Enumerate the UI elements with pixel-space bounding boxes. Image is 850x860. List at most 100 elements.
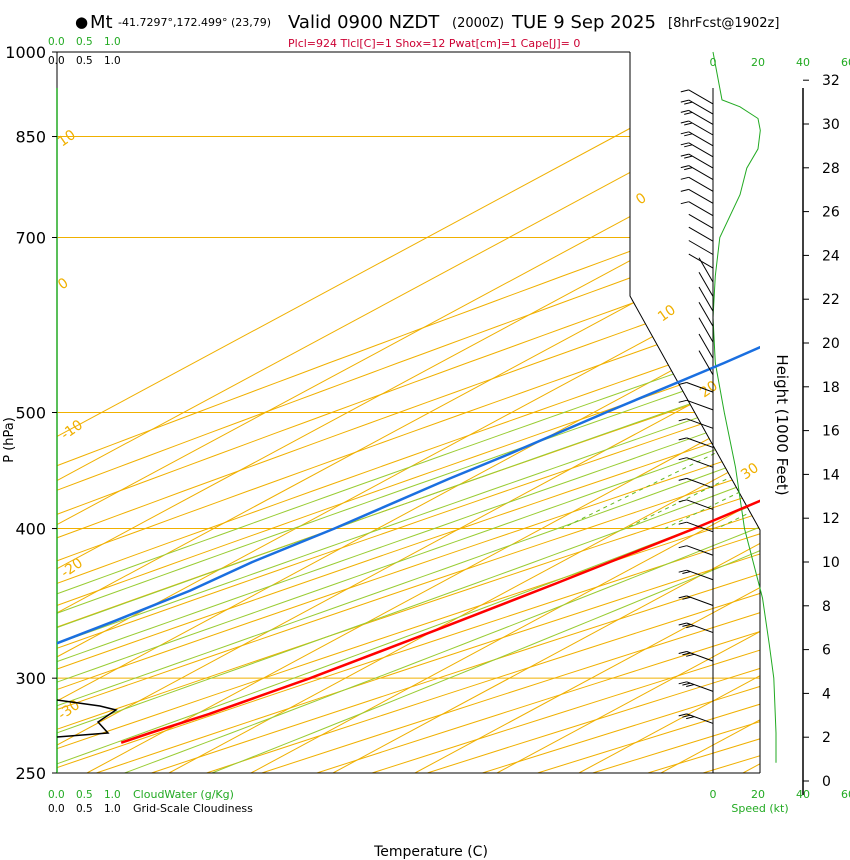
wind-barb xyxy=(698,271,714,297)
speed-axis-title: Speed (kt) xyxy=(731,802,788,815)
y-axis-title: P (hPa) xyxy=(2,417,17,463)
wind-barb-flag xyxy=(680,188,689,192)
station-coords: -41.7297°,172.499° (23,79) xyxy=(118,16,271,29)
sounding-params: Plcl=924 Tlcl[C]=1 Shox=12 Pwat[cm]=1 Ca… xyxy=(288,37,580,50)
y-tick-label: 300 xyxy=(15,669,46,688)
dry-adiabat xyxy=(57,52,760,773)
wind-barb-flag xyxy=(686,716,695,720)
wind-barb-flag xyxy=(680,120,689,124)
wind-barb xyxy=(688,142,714,158)
dry-adiabat xyxy=(57,52,760,773)
isotherm-label: 30 xyxy=(738,460,762,483)
wind-barb-flag xyxy=(684,167,693,171)
wind-barb-flag xyxy=(678,713,687,717)
cloud-scale-tick: 1.0 xyxy=(104,55,121,67)
speed-tick-label: 20 xyxy=(751,56,765,69)
wind-barb xyxy=(686,622,714,634)
wind-barb-flag xyxy=(678,499,687,503)
zulu-time: (2000Z) xyxy=(452,16,504,31)
wind-barb-flag xyxy=(684,133,693,137)
wind-barb-flag xyxy=(678,569,687,573)
wind-barb-flag xyxy=(684,155,693,159)
wind-speed-profile xyxy=(712,51,777,763)
dry-adiabat xyxy=(57,52,760,773)
station-dot: ● xyxy=(75,13,88,31)
moist-adiabat xyxy=(57,52,760,773)
height-tick-label: 4 xyxy=(822,686,831,702)
cloud-scale-tick: 1.0 xyxy=(104,803,121,815)
dry-adiabat xyxy=(633,52,760,773)
wind-barb xyxy=(688,89,714,105)
wind-barb-flag xyxy=(680,165,689,169)
trace-clip xyxy=(57,345,760,744)
valid-date: TUE 9 Sep 2025 xyxy=(511,12,656,33)
dry-adiabat xyxy=(57,52,760,773)
dry-adiabat xyxy=(57,52,760,773)
wind-barb xyxy=(698,301,714,327)
dewpoint-line xyxy=(57,345,760,645)
wind-barb-flag xyxy=(682,571,691,574)
header: ● Mt -41.7297°,172.499° (23,79) Valid 09… xyxy=(75,12,779,50)
height-tick-label: 26 xyxy=(822,205,840,221)
speed-tick-label: 60 xyxy=(841,788,850,801)
mixing-ratio-line xyxy=(625,52,760,530)
moist-adiabat xyxy=(57,52,760,773)
moist-adiabat xyxy=(57,52,760,773)
isotherm-line xyxy=(57,52,760,773)
cloud-scale-tick: 0.5 xyxy=(76,803,93,815)
speed-tick-label: 20 xyxy=(751,788,765,801)
moist-adiabat xyxy=(211,52,760,773)
height-tick-label: 16 xyxy=(822,424,840,440)
wind-barb xyxy=(686,382,714,393)
isotherm-line xyxy=(57,52,760,773)
wind-barb xyxy=(688,176,714,192)
wind-barb xyxy=(688,188,714,204)
wind-barb-flag xyxy=(682,652,691,656)
height-tick-label: 22 xyxy=(822,292,840,308)
dry-adiabat xyxy=(57,52,760,773)
height-tick-label: 18 xyxy=(822,380,840,396)
wind-barb xyxy=(688,109,714,125)
isotherm-label: 10 xyxy=(655,302,679,325)
height-tick-label: 0 xyxy=(822,774,831,790)
wind-barb xyxy=(686,595,714,606)
wind-barb xyxy=(686,457,714,468)
wind-barb-flag xyxy=(680,131,689,135)
wind-barb xyxy=(698,286,714,312)
y-tick-label: 700 xyxy=(15,229,46,248)
temperature-line xyxy=(120,499,760,744)
isotherm-line xyxy=(332,52,760,773)
wind-barb-flag xyxy=(686,684,695,687)
wind-barb xyxy=(688,213,714,229)
wind-barb-flag xyxy=(682,682,691,686)
isotherm-line xyxy=(57,52,760,773)
height-tick-label: 32 xyxy=(822,73,840,89)
dry-adiabat xyxy=(57,52,760,773)
dry-adiabat xyxy=(524,52,760,773)
wind-barb xyxy=(686,437,714,448)
wind-barb xyxy=(686,651,714,662)
dry-adiabat xyxy=(578,52,760,773)
wind-barb-flag xyxy=(684,111,693,115)
cloud-scale-tick: 0.0 xyxy=(48,36,65,48)
height-tick-label: 12 xyxy=(822,511,840,527)
wind-barb-flag xyxy=(682,714,691,718)
station-name: Mt xyxy=(90,12,113,33)
cloudiness-label: Grid-Scale Cloudiness xyxy=(133,802,253,815)
moist-adiabat xyxy=(57,52,760,773)
wind-barb-flag xyxy=(678,477,687,481)
dry-adiabat xyxy=(469,52,760,773)
speed-tick-label: 0 xyxy=(710,788,717,801)
wind-barb-flag xyxy=(678,622,687,626)
isotherm-line xyxy=(168,52,760,773)
forecast-info: [8hrFcst@1902z] xyxy=(668,16,779,31)
wind-barb-flag xyxy=(678,545,687,549)
x-axis-title: Temperature (C) xyxy=(373,844,488,860)
y-tick-label: 500 xyxy=(15,404,46,423)
wind-barb-flag xyxy=(684,144,693,148)
moist-adiabat xyxy=(124,52,760,773)
isotherm-label: 20 xyxy=(697,378,721,401)
cloud-scale-tick: 1.0 xyxy=(104,36,121,48)
wind-barb-flag xyxy=(678,437,687,441)
